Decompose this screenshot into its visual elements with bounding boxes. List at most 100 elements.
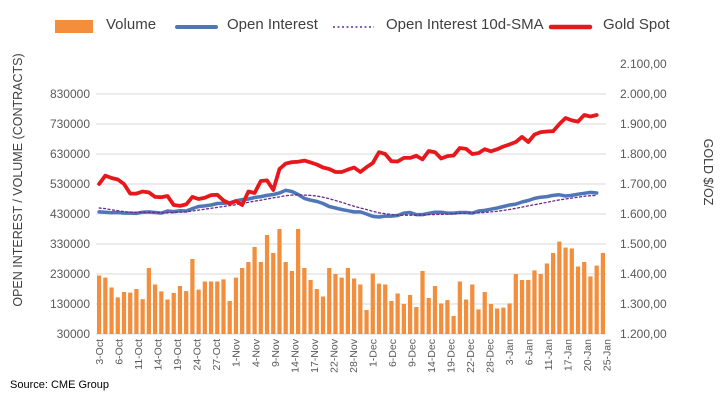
- volume-bar: [277, 229, 282, 334]
- volume-bar: [190, 259, 195, 334]
- volume-bar: [538, 274, 543, 334]
- volume-bar: [370, 273, 375, 334]
- volume-bar: [476, 309, 481, 334]
- volume-bar: [551, 253, 556, 334]
- volume-bar: [445, 300, 450, 334]
- gold-spot-line: [97, 113, 599, 208]
- volume-bar: [519, 280, 525, 334]
- right-tick-label: 1.400,00: [620, 267, 667, 281]
- volume-bar: [507, 303, 512, 334]
- x-tick-label: 11-Jan: [543, 339, 555, 370]
- volume-bar: [594, 265, 599, 334]
- x-tick-label: 3-Oct: [94, 339, 106, 365]
- volume-bar: [383, 284, 388, 334]
- volume-bar: [426, 298, 431, 334]
- volume-bar: [240, 268, 245, 334]
- x-tick-label: 27-Oct: [211, 339, 223, 371]
- volume-bar: [283, 262, 288, 334]
- legend-sma: Open Interest 10d-SMA: [386, 16, 544, 33]
- x-tick-label: 20-Jan: [582, 339, 594, 371]
- legend-swatches: [55, 20, 593, 33]
- left-tick-label: 230000: [50, 267, 90, 281]
- right-axis-ticks: 1.200,00 1.300,00 1.400,00 1.500,00 1.600,00…: [620, 57, 667, 341]
- volume-bar: [420, 271, 425, 334]
- volume-bar: [320, 296, 326, 334]
- volume-bar: [345, 268, 351, 334]
- volume-bar: [432, 286, 438, 334]
- volume-bar: [513, 274, 518, 334]
- volume-bar: [401, 304, 406, 334]
- volume-bar: [314, 289, 319, 334]
- right-tick-label: 1.800,00: [620, 147, 667, 161]
- left-tick-label: 330000: [50, 237, 90, 251]
- x-tick-label: 9-Nov: [270, 338, 282, 367]
- volume-bar: [246, 262, 251, 334]
- x-tick-label: 28-Nov: [348, 338, 360, 373]
- volume-bar: [414, 307, 419, 334]
- left-axis-ticks: 30000 130000 230000 330000 430000 530000 63000…: [50, 87, 90, 341]
- right-tick-label: 1.500,00: [620, 237, 667, 251]
- volume-bar: [495, 308, 500, 334]
- volume-bar: [140, 299, 145, 334]
- volume-bar: [221, 279, 226, 334]
- volume-bar: [134, 289, 139, 334]
- volume-bar: [482, 292, 487, 334]
- x-tick-label: 4-Nov: [250, 338, 262, 367]
- x-tick-label: 1-Nov: [231, 338, 243, 367]
- left-tick-label: 730000: [50, 117, 90, 131]
- volume-bar: [501, 307, 506, 334]
- legend-volume-swatch: [55, 20, 93, 33]
- x-tick-label: 3-Jan: [504, 339, 516, 365]
- x-axis-ticks: 3-Oct 6-Oct 11-Oct 14-Oct 19-Oct 24-Oct 27-Oct…: [94, 338, 614, 373]
- volume-bar: [184, 291, 189, 334]
- volume-bar: [470, 284, 475, 334]
- right-tick-label: 1.200,00: [620, 327, 667, 341]
- volume-bar: [544, 263, 550, 334]
- legend-volume: Volume: [106, 16, 157, 33]
- volume-bar: [457, 281, 462, 334]
- volume-bar: [588, 276, 593, 334]
- x-tick-label: 24-Oct: [192, 339, 204, 371]
- volume-bar: [308, 280, 313, 334]
- x-tick-label: 22-Dec: [465, 339, 477, 373]
- right-tick-label: 1.300,00: [620, 297, 667, 311]
- volume-bar: [159, 291, 164, 334]
- volume-bar: [96, 275, 102, 334]
- volume-bar: [289, 271, 295, 334]
- left-tick-label: 130000: [50, 297, 90, 311]
- right-axis-title: GOLD $/OZ: [701, 138, 715, 206]
- x-tick-label: 25-Jan: [602, 339, 614, 371]
- right-tick-label: 1.900,00: [620, 117, 667, 131]
- left-tick-label: 630000: [50, 147, 90, 161]
- volume-bar: [407, 295, 413, 334]
- volume-bar: [563, 247, 568, 334]
- x-tick-label: 9-Dec: [406, 339, 418, 367]
- volume-bar: [339, 277, 344, 334]
- volume-bar: [128, 292, 133, 334]
- right-tick-label: 1.700,00: [620, 177, 667, 191]
- volume-bars: [96, 229, 606, 334]
- left-tick-label: 830000: [50, 87, 90, 101]
- x-tick-label: 1-Dec: [367, 339, 379, 367]
- open-interest-sma-line: [98, 194, 598, 216]
- right-tick-label: 1.600,00: [620, 207, 667, 221]
- volume-bar: [463, 299, 469, 334]
- x-tick-label: 17-Nov: [309, 338, 321, 373]
- x-tick-label: 6-Oct: [114, 339, 126, 365]
- left-tick-label: 430000: [50, 207, 90, 221]
- right-tick-label: 2.100,00: [620, 57, 667, 71]
- volume-bar: [196, 289, 201, 334]
- x-tick-label: 19-Dec: [445, 339, 457, 373]
- volume-bar: [202, 281, 207, 334]
- volume-bar: [233, 277, 239, 334]
- volume-bar: [582, 262, 587, 334]
- volume-bar: [165, 299, 170, 334]
- volume-bar: [526, 280, 531, 334]
- volume-bar: [351, 278, 357, 334]
- legend-open-interest: Open Interest: [227, 16, 318, 33]
- volume-bar: [208, 281, 214, 334]
- x-tick-label: 22-Nov: [328, 338, 340, 373]
- volume-bar: [171, 292, 176, 334]
- volume-bar: [271, 253, 276, 334]
- volume-bar: [296, 229, 301, 334]
